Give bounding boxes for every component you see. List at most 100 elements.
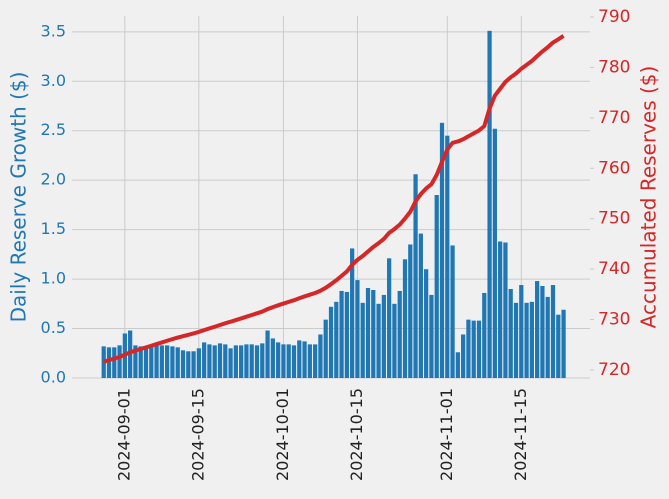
y-tick-label: 2.5 — [41, 120, 66, 139]
bar — [408, 244, 413, 378]
bar — [344, 291, 349, 378]
bar — [466, 319, 471, 378]
bar — [291, 345, 297, 378]
bar — [339, 290, 344, 378]
bar — [513, 302, 519, 378]
bar — [265, 330, 270, 378]
bar — [434, 195, 439, 378]
bar — [376, 303, 381, 378]
bar — [101, 346, 106, 378]
bar — [397, 290, 402, 378]
bar — [360, 302, 365, 378]
y2-axis-label: Accumulated Reserves ($) — [637, 66, 661, 329]
bar — [524, 302, 529, 378]
bar — [535, 281, 540, 378]
bar — [323, 319, 328, 378]
y-axis-label: Daily Reserve Growth ($) — [7, 72, 31, 323]
bar — [212, 345, 217, 378]
bar — [482, 292, 487, 378]
y2-tick-label: 730 — [598, 310, 630, 330]
bar — [318, 334, 323, 378]
bar — [371, 289, 376, 378]
bar — [191, 351, 196, 378]
bar — [471, 320, 476, 378]
bar — [196, 348, 201, 378]
bar — [540, 286, 545, 378]
bar — [138, 346, 143, 378]
x-tick-label: 2024-09-15 — [188, 388, 207, 481]
bar — [143, 346, 149, 378]
x-tick-label: 2024-10-01 — [273, 388, 292, 481]
bar — [529, 301, 534, 378]
bar — [413, 174, 418, 378]
bar — [418, 233, 423, 378]
y2-tick-label: 720 — [598, 360, 630, 380]
bar — [350, 248, 355, 378]
bar — [260, 343, 265, 378]
bar — [180, 350, 186, 378]
bar — [424, 269, 429, 378]
bar — [561, 309, 566, 378]
bar — [175, 347, 180, 378]
bar — [117, 345, 122, 378]
bar — [487, 30, 492, 379]
y-tick-label: 0.5 — [41, 318, 66, 337]
bar — [519, 285, 524, 378]
bar — [429, 294, 434, 378]
y2-tick-label: 790 — [598, 7, 630, 27]
bar — [244, 344, 249, 378]
bar — [392, 303, 397, 378]
bar — [334, 301, 339, 378]
bar — [207, 344, 212, 378]
bar — [355, 280, 360, 378]
bar — [186, 351, 191, 378]
bar — [503, 242, 508, 378]
bar — [297, 340, 302, 378]
bar — [106, 347, 112, 378]
bar — [461, 334, 466, 378]
x-tick-label: 2024-09-01 — [114, 388, 133, 481]
bar — [149, 345, 154, 378]
x-tick-label: 2024-11-01 — [437, 388, 456, 481]
bar — [450, 245, 455, 378]
bar — [170, 346, 175, 378]
bar — [439, 122, 445, 378]
bar — [202, 342, 207, 378]
bar — [133, 345, 138, 378]
y2-tick-label: 770 — [598, 108, 630, 128]
bar — [276, 342, 281, 378]
bar — [445, 135, 450, 378]
y-tick-label: 1.0 — [41, 269, 66, 288]
bar — [165, 345, 170, 378]
y-tick-label: 1.5 — [41, 219, 66, 238]
bar — [233, 345, 238, 378]
bar — [545, 296, 550, 378]
bar — [112, 347, 117, 378]
y2-tick-label: 750 — [598, 209, 630, 229]
bar — [307, 344, 312, 378]
bar — [281, 344, 286, 378]
y-tick-label: 0.0 — [41, 368, 66, 387]
bar — [455, 352, 460, 378]
bar — [508, 288, 513, 378]
line — [103, 34, 565, 364]
bar — [550, 285, 556, 378]
x-tick-label: 2024-10-15 — [347, 388, 366, 481]
bar — [402, 259, 408, 378]
bar — [328, 306, 334, 378]
bar — [381, 294, 386, 378]
bar — [159, 345, 164, 378]
bar — [249, 344, 254, 378]
bar — [228, 348, 233, 378]
bar — [365, 287, 371, 378]
bar — [254, 345, 260, 378]
y-tick-label: 3.5 — [41, 21, 66, 40]
x-tick-label: 2024-11-15 — [511, 388, 530, 481]
bar — [217, 343, 223, 378]
bar — [556, 314, 561, 378]
bar — [239, 345, 244, 378]
bar — [313, 344, 318, 378]
y-tick-label: 2.0 — [41, 170, 66, 189]
